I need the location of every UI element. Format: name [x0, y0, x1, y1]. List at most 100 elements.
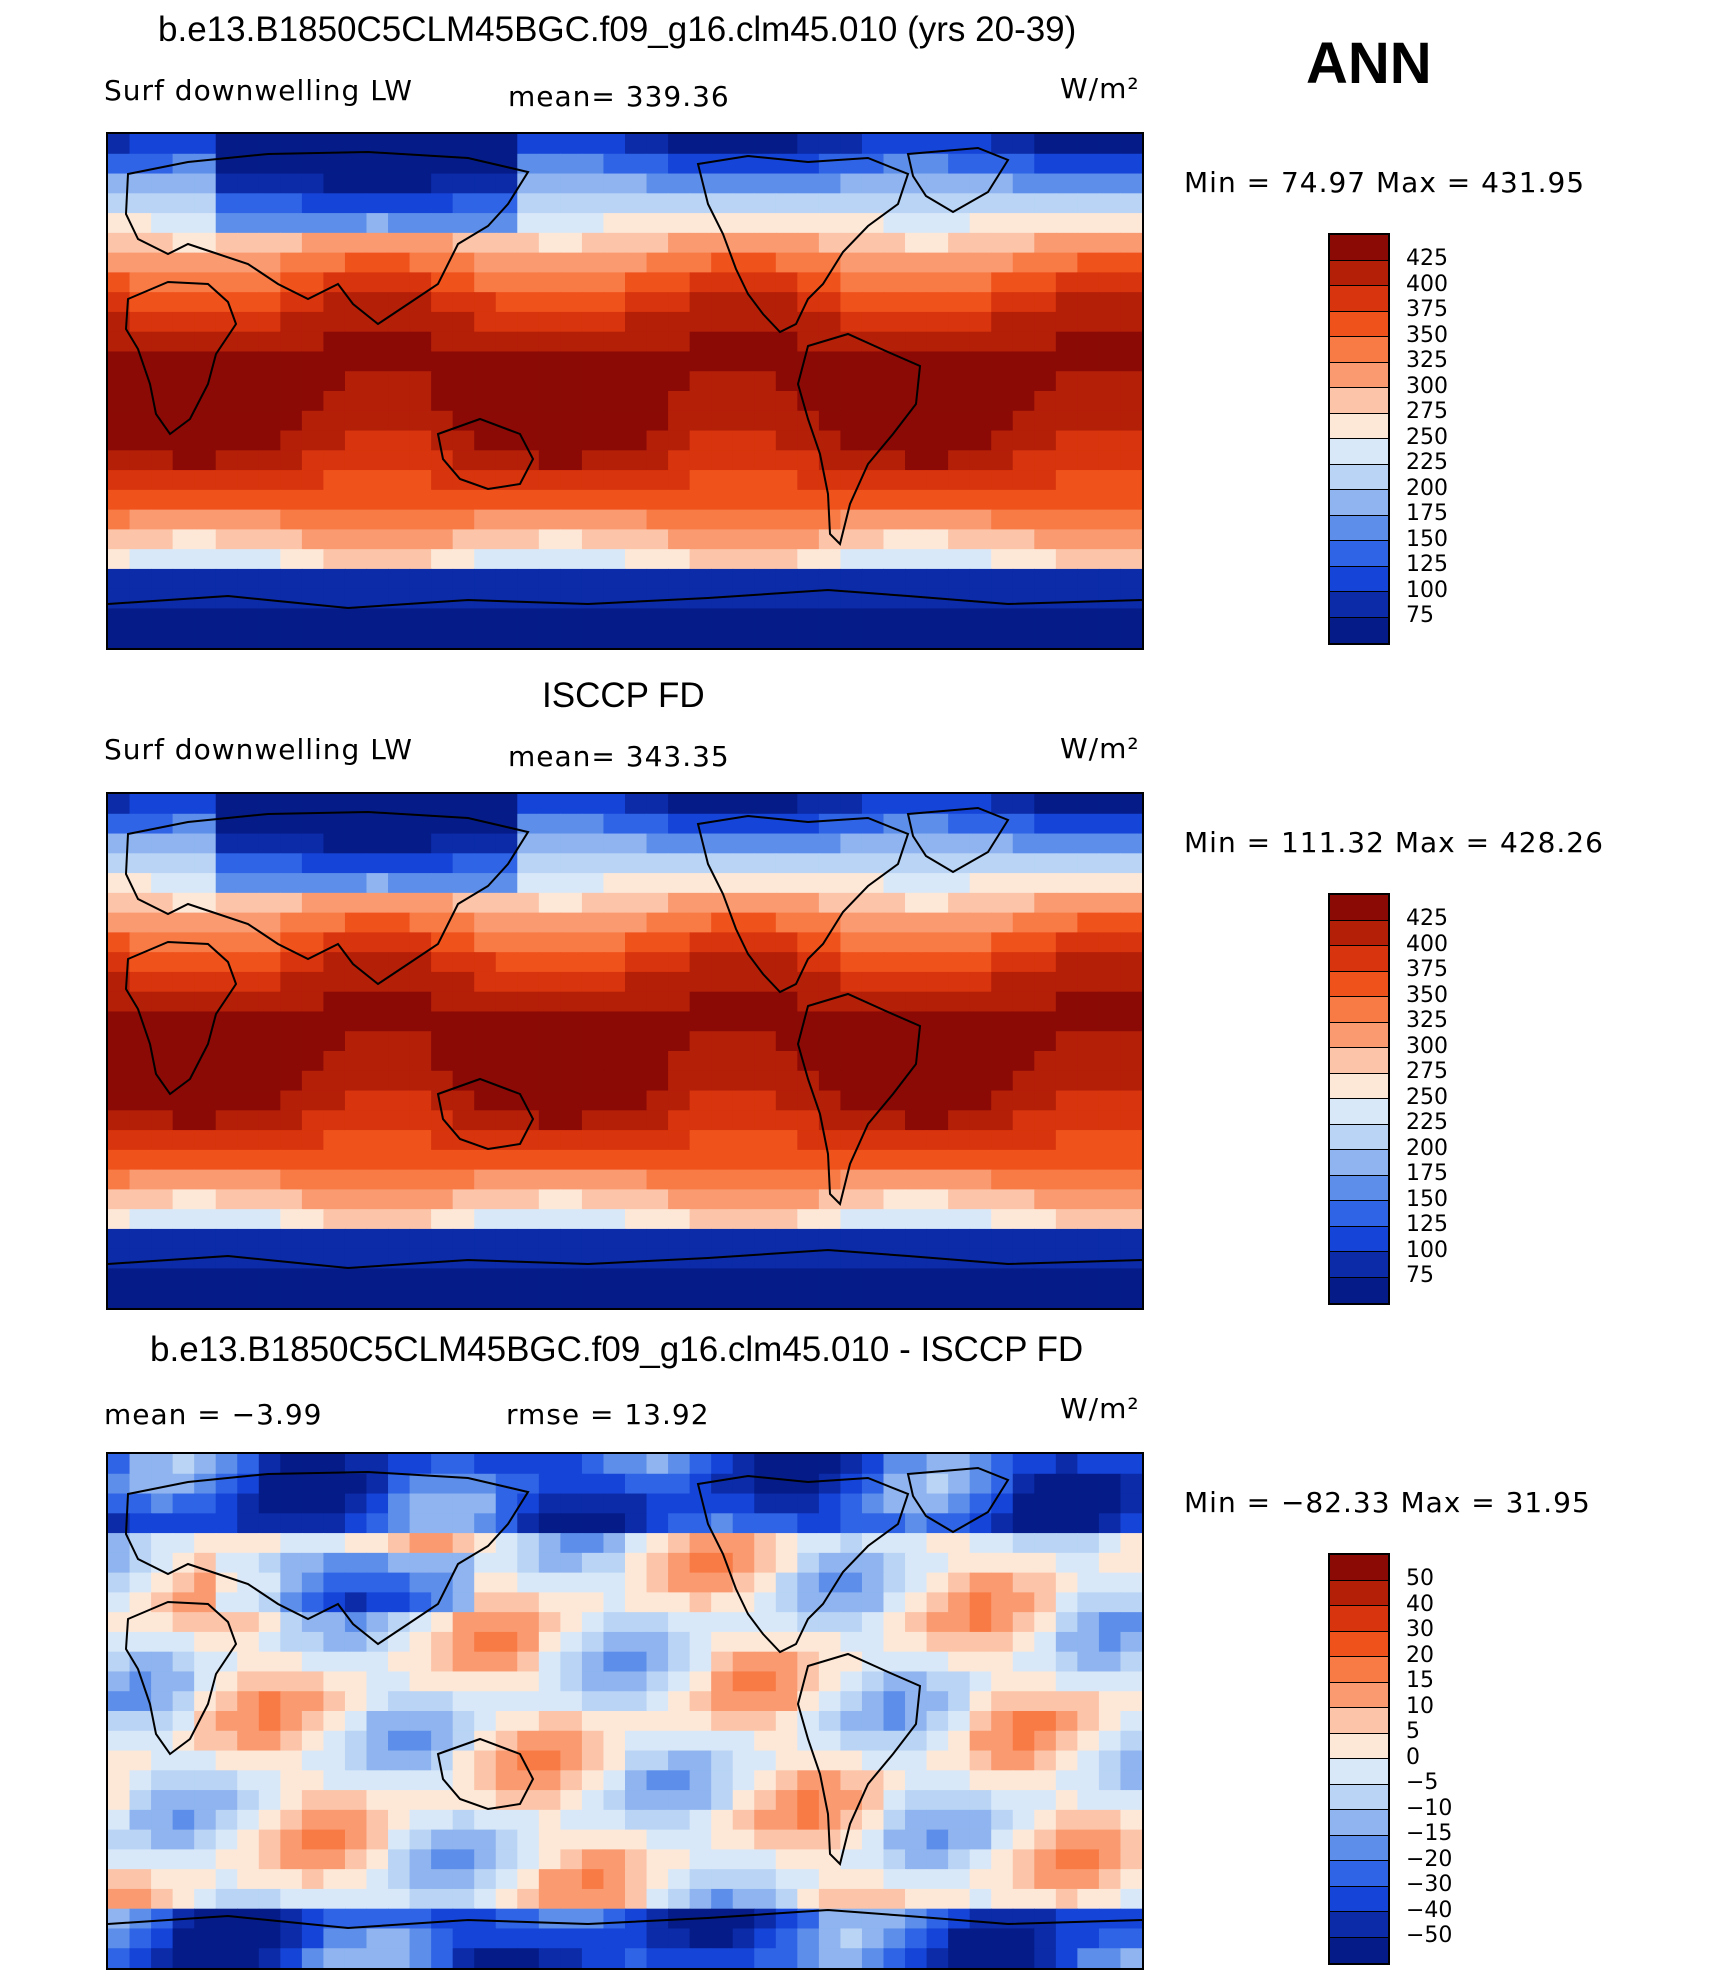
map-field — [108, 794, 1142, 1308]
colorbar-labels: 425 400 375 350 325 300 275 250 225 200 175 150 125 1… — [1406, 246, 1448, 629]
colorbar-level-label: 225 — [1406, 450, 1448, 475]
colorbar-level-label: 325 — [1406, 348, 1448, 373]
coastlines — [108, 806, 1142, 1270]
minmax-label: Min = 111.32 Max = 428.26 — [1184, 826, 1604, 859]
colorbar-level-label: 20 — [1406, 1642, 1434, 1668]
variable-label: Surf downwelling LW — [104, 733, 413, 766]
colorbar-swatch — [1330, 235, 1388, 261]
colorbar-level-label: 75 — [1406, 1263, 1434, 1288]
map-panel — [106, 132, 1144, 650]
colorbar-swatch — [1330, 566, 1388, 592]
colorbar-swatch — [1330, 1555, 1388, 1581]
units-label: W/m² — [1060, 72, 1140, 105]
colorbar-level-label: −40 — [1406, 1897, 1453, 1923]
colorbar-swatch — [1330, 592, 1388, 618]
colorbar-level-label: 425 — [1406, 906, 1448, 931]
colorbar-swatch — [1330, 1226, 1388, 1252]
colorbar-swatch — [1330, 1201, 1388, 1227]
colorbar-level-label: −20 — [1406, 1846, 1453, 1872]
colorbar-level-label: 275 — [1406, 399, 1448, 424]
mean-label: mean = −3.99 — [104, 1398, 323, 1431]
minmax-label: Min = −82.33 Max = 31.95 — [1184, 1486, 1591, 1519]
colorbar-swatch — [1330, 439, 1388, 465]
map-panel — [106, 792, 1144, 1310]
colorbar-level-label: 300 — [1406, 1033, 1448, 1059]
colorbar-swatch — [1330, 413, 1388, 439]
colorbar-level-label: 175 — [1406, 501, 1448, 526]
colorbar-swatch — [1330, 1175, 1388, 1201]
colorbar-swatch — [1330, 617, 1388, 643]
panel-title: ISCCP FD — [542, 676, 705, 715]
colorbar-swatch — [1330, 362, 1388, 388]
map-field — [108, 1454, 1142, 1968]
map-field — [108, 134, 1142, 648]
colorbar-level-label: 375 — [1406, 297, 1448, 322]
colorbar-level-label: 375 — [1406, 957, 1448, 982]
colorbar-level-label: 400 — [1406, 271, 1448, 297]
colorbar-labels: 50 40 30 20 15 10 5 0 −5 −10 −15 −20 −30 −40 −50 — [1406, 1566, 1452, 1949]
colorbar-level-label: 125 — [1406, 1212, 1448, 1237]
colorbar-swatch — [1330, 464, 1388, 490]
colorbar-level-label: 275 — [1406, 1059, 1448, 1084]
colorbar-swatch — [1330, 1631, 1388, 1657]
colorbar-swatch — [1330, 515, 1388, 541]
colorbar-level-label: 200 — [1406, 475, 1448, 501]
colorbar-swatch — [1330, 1835, 1388, 1861]
colorbar-level-label: 15 — [1406, 1668, 1434, 1693]
colorbar-swatch — [1330, 1277, 1388, 1303]
colorbar-swatch — [1330, 1708, 1388, 1734]
variable-label: Surf downwelling LW — [104, 74, 413, 107]
colorbar-swatch — [1330, 895, 1388, 921]
colorbar-swatch — [1330, 1912, 1388, 1938]
colorbar-swatch — [1330, 1657, 1388, 1683]
colorbar-level-label: 325 — [1406, 1008, 1448, 1033]
colorbar-swatch — [1330, 1784, 1388, 1810]
colorbar-level-label: −50 — [1406, 1923, 1453, 1948]
colorbar-level-label: −10 — [1406, 1795, 1453, 1821]
colorbar-swatch — [1330, 1861, 1388, 1887]
colorbar-swatch — [1330, 997, 1388, 1023]
colorbar-level-label: 150 — [1406, 1186, 1448, 1212]
colorbar-level-label: 75 — [1406, 603, 1434, 628]
mean-label: mean= 343.35 — [508, 740, 730, 773]
colorbar-swatch — [1330, 286, 1388, 312]
colorbar-swatch — [1330, 1073, 1388, 1099]
colorbar-level-label: 125 — [1406, 552, 1448, 577]
colorbar-swatch — [1330, 1150, 1388, 1176]
panel-title: b.e13.B1850C5CLM45BGC.f09_g16.clm45.010 … — [158, 10, 1077, 49]
colorbar-level-label: 350 — [1406, 322, 1448, 348]
colorbar-swatch — [1330, 1606, 1388, 1632]
units-label: W/m² — [1060, 732, 1140, 765]
colorbar-swatch — [1330, 541, 1388, 567]
colorbar-swatch — [1330, 1937, 1388, 1963]
colorbar-level-label: 250 — [1406, 424, 1448, 450]
units-label: W/m² — [1060, 1392, 1140, 1425]
colorbar-swatch — [1330, 1099, 1388, 1125]
colorbar-level-label: 40 — [1406, 1591, 1434, 1617]
colorbar-swatch — [1330, 1252, 1388, 1278]
colorbar-level-label: 175 — [1406, 1161, 1448, 1186]
colorbar-level-label: 250 — [1406, 1084, 1448, 1110]
colorbar-level-label: 50 — [1406, 1566, 1434, 1591]
minmax-label: Min = 74.97 Max = 431.95 — [1184, 166, 1586, 199]
colorbar-level-label: 0 — [1406, 1744, 1420, 1770]
mean-label: mean= 339.36 — [508, 80, 730, 113]
colorbar-level-label: 10 — [1406, 1693, 1434, 1719]
colorbar-swatch — [1330, 1886, 1388, 1912]
colorbar-level-label: 425 — [1406, 246, 1448, 271]
colorbar-swatch — [1330, 260, 1388, 286]
colorbar-level-label: 400 — [1406, 931, 1448, 957]
colorbar-level-label: −15 — [1406, 1821, 1453, 1846]
colorbar-level-label: 100 — [1406, 1237, 1448, 1263]
colorbar-swatch — [1330, 1124, 1388, 1150]
colorbar-level-label: 225 — [1406, 1110, 1448, 1135]
colorbar-swatch — [1330, 1810, 1388, 1836]
colorbar-swatch — [1330, 946, 1388, 972]
colorbar-swatch — [1330, 311, 1388, 337]
colorbar-swatch — [1330, 920, 1388, 946]
colorbar-level-label: 200 — [1406, 1135, 1448, 1161]
colorbar-swatch — [1330, 1733, 1388, 1759]
colorbar-level-label: −30 — [1406, 1872, 1453, 1897]
season-label: ANN — [1306, 31, 1432, 96]
colorbar-swatch — [1330, 388, 1388, 414]
